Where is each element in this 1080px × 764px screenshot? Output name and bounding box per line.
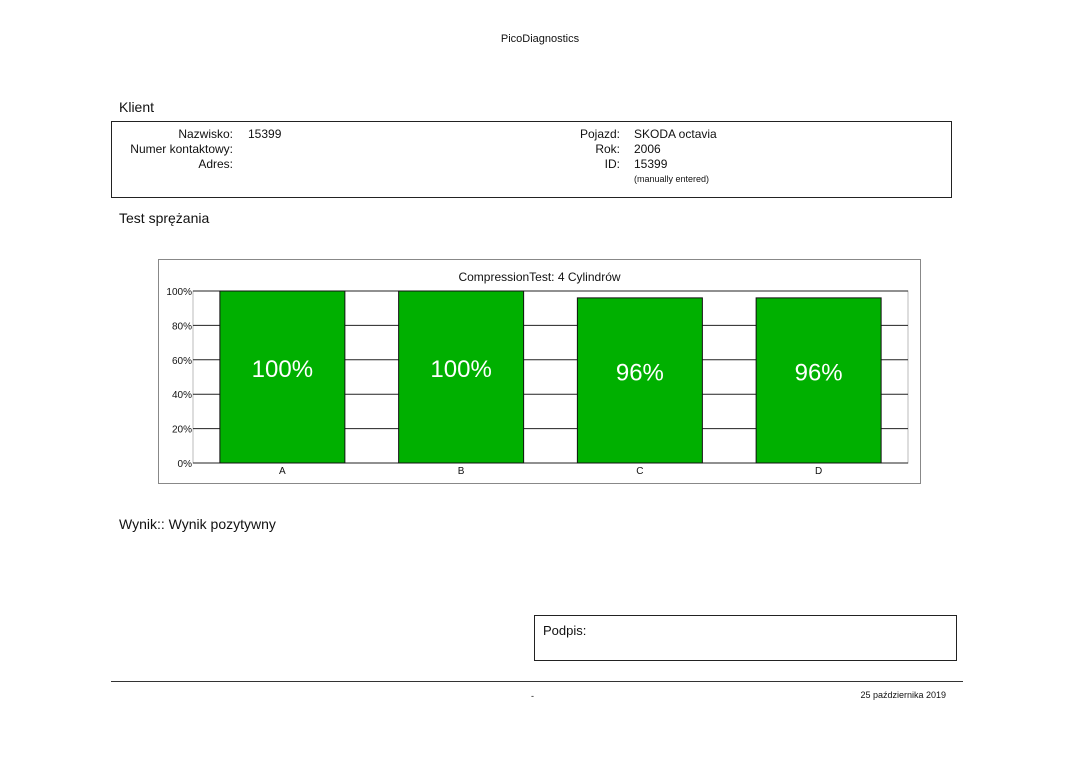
- x-tick-label: C: [636, 466, 643, 477]
- address-label: Adres:: [198, 157, 233, 171]
- bar-value-label: 100%: [252, 356, 313, 383]
- bar: [219, 290, 346, 464]
- bar: [576, 297, 703, 464]
- id-value: 15399: [634, 157, 668, 171]
- x-tick-label: A: [279, 466, 286, 477]
- bar: [398, 290, 525, 464]
- y-tick-label: 60%: [172, 356, 192, 367]
- footer-date: 25 października 2019: [860, 690, 946, 700]
- vehicle-label: Pojazd:: [579, 127, 620, 141]
- x-tick-label: D: [815, 466, 822, 477]
- y-tick-label: 100%: [166, 287, 192, 298]
- bar-value-label: 96%: [616, 359, 664, 386]
- id-label: ID:: [604, 157, 620, 171]
- test-section-title: Test sprężania: [119, 210, 210, 226]
- year-value: 2006: [634, 142, 661, 156]
- bar-value-label: 96%: [795, 359, 843, 386]
- bar-value-label: 100%: [430, 356, 491, 383]
- app-title: PicoDiagnostics: [500, 33, 580, 45]
- client-info-box: Nazwisko: Numer kontaktowy: Adres: 15399…: [111, 121, 952, 198]
- year-label: Rok:: [595, 142, 620, 156]
- id-note: (manually entered): [634, 174, 710, 184]
- chart-container: CompressionTest: 4 Cylindrów: [158, 259, 921, 484]
- result-text: Wynik:: Wynik pozytywny: [119, 516, 276, 532]
- y-tick-label: 40%: [172, 390, 192, 401]
- bar: [755, 297, 882, 464]
- vehicle-value: SKODA octavia: [634, 127, 717, 141]
- x-tick-label: B: [458, 466, 465, 477]
- contact-label: Numer kontaktowy:: [130, 142, 233, 156]
- surname-label: Nazwisko:: [178, 127, 233, 141]
- footer-center: -: [531, 691, 534, 701]
- compression-chart: 0% 20% 40% 60% 80% 100% 100% A 100% B 96% C 96% D: [166, 287, 909, 477]
- chart-title: CompressionTest: 4 Cylindrów: [458, 270, 621, 284]
- client-section-title: Klient: [119, 99, 155, 115]
- surname-value: 15399: [248, 127, 282, 141]
- y-tick-label: 0%: [178, 459, 193, 470]
- footer-divider: [111, 681, 963, 682]
- y-tick-label: 80%: [172, 321, 192, 332]
- y-tick-label: 20%: [172, 425, 192, 436]
- signature-box: Podpis:: [534, 615, 957, 661]
- signature-label: Podpis:: [543, 623, 587, 638]
